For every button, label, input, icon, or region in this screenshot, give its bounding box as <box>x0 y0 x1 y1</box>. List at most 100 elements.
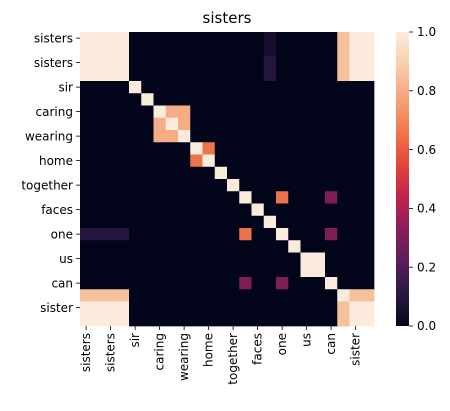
heatmap-cell <box>325 289 338 302</box>
heatmap-cell <box>288 154 301 168</box>
heatmap-cell <box>153 179 167 192</box>
heatmap-cell <box>141 166 154 180</box>
heatmap-cell <box>349 130 363 143</box>
x-tick-label: can <box>324 333 338 355</box>
heatmap-cell <box>165 289 179 302</box>
heatmap-cell <box>202 179 216 192</box>
heatmap-cell <box>92 117 105 131</box>
heatmap-cell <box>190 228 203 241</box>
heatmap-cell <box>300 81 314 94</box>
heatmap-cell <box>300 203 314 217</box>
heatmap-cell <box>141 105 154 119</box>
heatmap-cell <box>92 105 105 119</box>
heatmap-cell <box>263 130 277 143</box>
heatmap-cell <box>349 166 363 180</box>
heatmap-cell <box>361 32 375 45</box>
heatmap-cell <box>349 289 363 302</box>
heatmap-cell <box>165 117 179 131</box>
heatmap-cell <box>251 166 265 180</box>
heatmap-cell <box>349 277 363 290</box>
heatmap-cell <box>214 240 228 253</box>
heatmap-cell <box>92 81 105 94</box>
heatmap-cell <box>288 117 301 131</box>
y-tick-label: sir <box>58 80 73 94</box>
heatmap-cell <box>104 44 118 57</box>
heatmap-cell <box>251 105 265 119</box>
heatmap-cell <box>361 215 375 229</box>
heatmap-cell <box>104 68 118 82</box>
heatmap-cell <box>337 81 350 94</box>
heatmap-cell <box>300 179 314 192</box>
heatmap-cell <box>288 32 301 45</box>
y-tick-label: faces <box>41 203 73 217</box>
heatmap-cell <box>202 93 216 106</box>
heatmap-cell <box>129 203 142 217</box>
heatmap-cell <box>116 56 130 70</box>
heatmap-cell <box>141 68 154 82</box>
heatmap-cell <box>202 44 216 57</box>
heatmap-cell <box>263 277 277 290</box>
heatmap-cell <box>104 142 118 155</box>
heatmap-cell <box>361 56 375 70</box>
heatmap-cell <box>288 179 301 192</box>
heatmap-cell <box>141 289 154 302</box>
heatmap-cell <box>214 166 228 180</box>
heatmap-cell <box>165 301 179 315</box>
heatmap-cell <box>263 68 277 82</box>
heatmap-cell <box>251 191 265 204</box>
heatmap-cell <box>361 105 375 119</box>
heatmap-cell <box>227 56 240 70</box>
colorbar-tick-label: 0.8 <box>417 84 436 98</box>
heatmap-cell <box>129 105 142 119</box>
heatmap-cell <box>153 32 167 45</box>
heatmap-cell <box>239 179 252 192</box>
heatmap-cell <box>263 154 277 168</box>
heatmap-cells <box>80 32 375 327</box>
heatmap-cell <box>141 179 154 192</box>
heatmap-cell <box>92 130 105 143</box>
heatmap-cell <box>251 44 265 57</box>
heatmap-cell <box>141 313 154 327</box>
heatmap-cell <box>263 32 277 45</box>
heatmap-cell <box>80 32 93 45</box>
heatmap-cell <box>239 313 252 327</box>
heatmap-cell <box>104 93 118 106</box>
heatmap-cell <box>202 32 216 45</box>
heatmap-cell <box>325 130 338 143</box>
heatmap-cell <box>153 68 167 82</box>
heatmap-cell <box>104 130 118 143</box>
heatmap-cell <box>227 32 240 45</box>
heatmap-cell <box>129 117 142 131</box>
heatmap-cell <box>300 191 314 204</box>
heatmap-cell <box>178 313 191 327</box>
heatmap-cell <box>312 301 326 315</box>
heatmap-cell <box>227 166 240 180</box>
heatmap-cell <box>129 142 142 155</box>
heatmap-cell <box>129 289 142 302</box>
heatmap-cell <box>80 277 93 290</box>
heatmap-cell <box>300 215 314 229</box>
heatmap-cell <box>178 68 191 82</box>
heatmap-cell <box>178 301 191 315</box>
heatmap-cell <box>251 215 265 229</box>
heatmap-cell <box>312 191 326 204</box>
heatmap-cell <box>251 289 265 302</box>
heatmap-cell <box>129 191 142 204</box>
heatmap-cell <box>141 215 154 229</box>
heatmap-cell <box>80 44 93 57</box>
heatmap-cell <box>312 44 326 57</box>
heatmap-cell <box>116 313 130 327</box>
heatmap-cell <box>263 289 277 302</box>
heatmap-cell <box>251 68 265 82</box>
heatmap-cell <box>349 228 363 241</box>
heatmap-cell <box>141 81 154 94</box>
heatmap-cell <box>263 264 277 278</box>
heatmap-cell <box>239 142 252 155</box>
heatmap-cell <box>116 240 130 253</box>
heatmap-cell <box>227 142 240 155</box>
heatmap-cell <box>349 81 363 94</box>
heatmap-cell <box>288 203 301 217</box>
heatmap-cell <box>141 32 154 45</box>
heatmap-cell <box>312 93 326 106</box>
heatmap-cell <box>116 191 130 204</box>
